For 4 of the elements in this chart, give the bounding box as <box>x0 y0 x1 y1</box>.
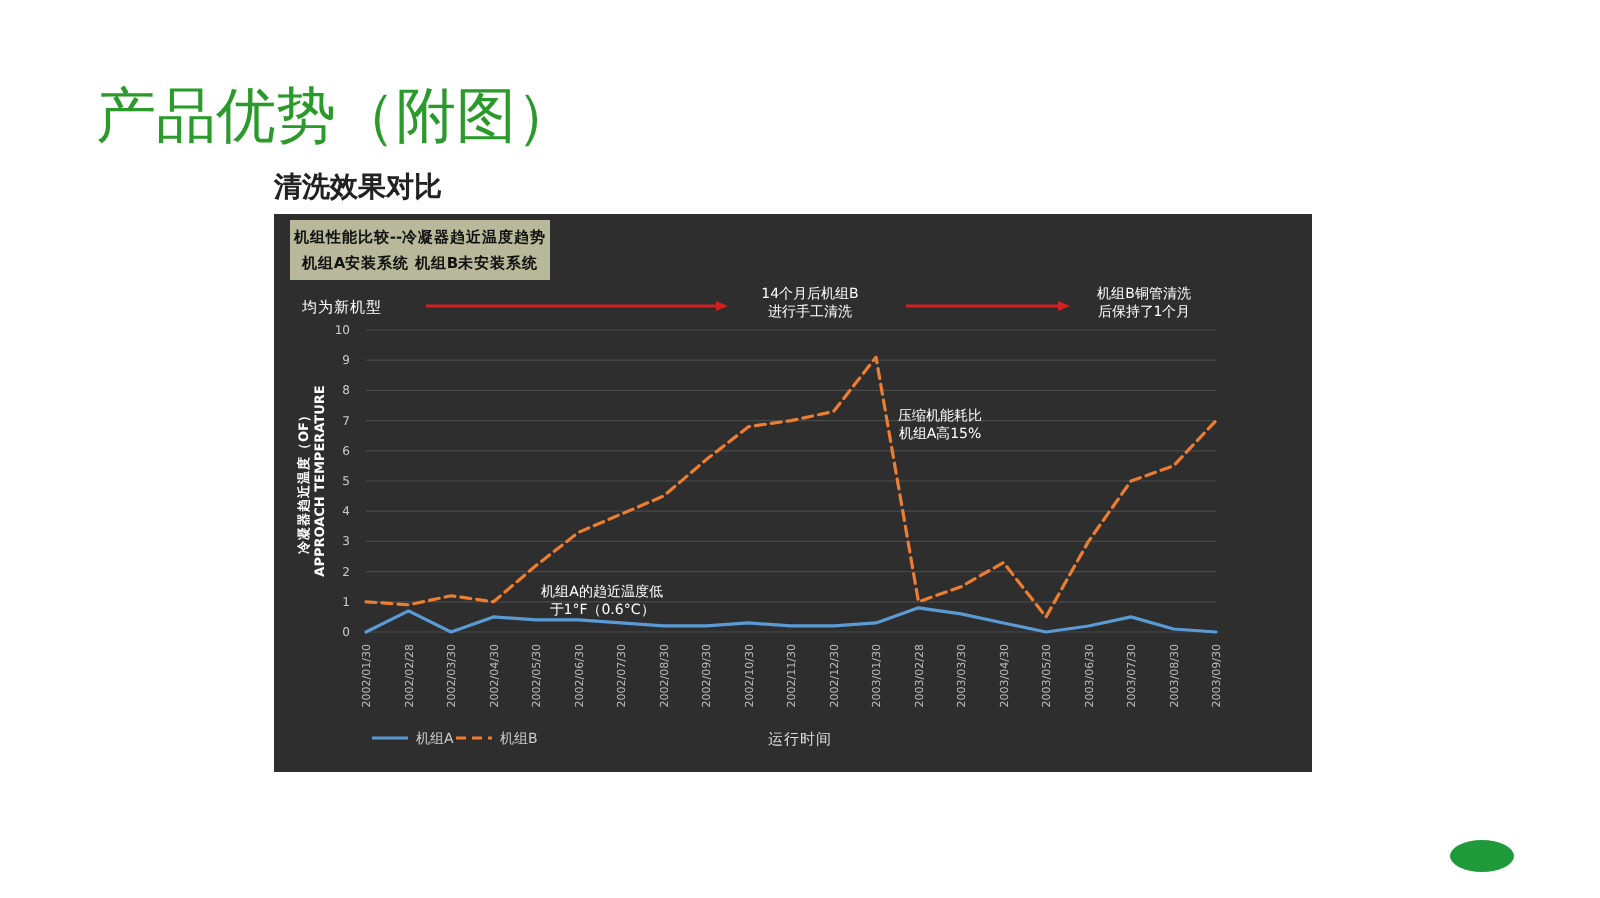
line-series <box>364 355 1218 619</box>
chart-subtitle: 清洗效果对比 <box>272 172 442 204</box>
line-series <box>364 606 1218 634</box>
chart-title: 产品优势（附图） <box>96 82 576 152</box>
